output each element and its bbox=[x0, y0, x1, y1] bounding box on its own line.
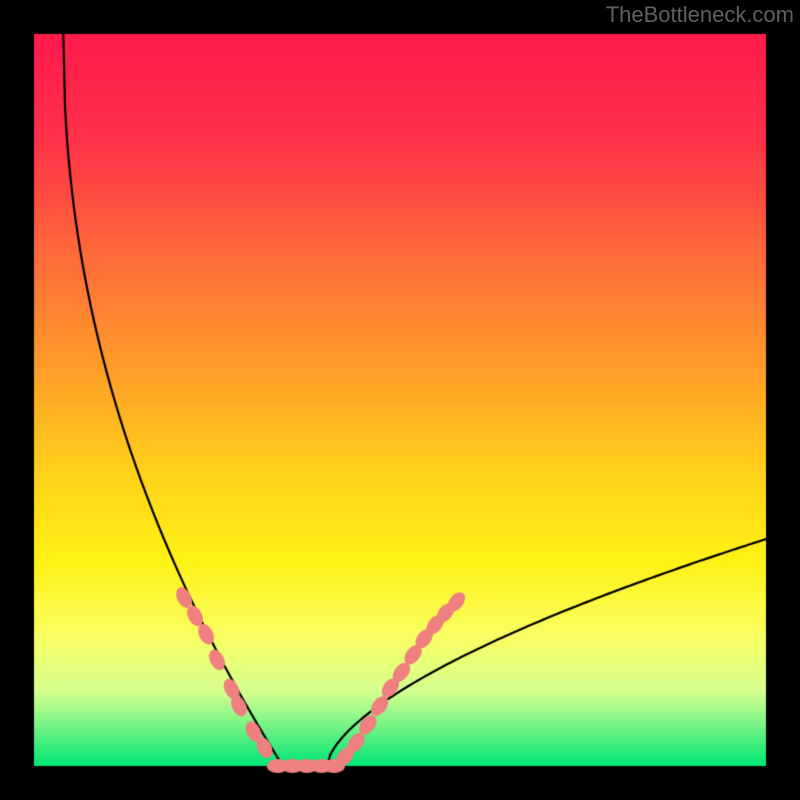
bottleneck-chart-canvas bbox=[0, 0, 800, 800]
attribution-text: TheBottleneck.com bbox=[606, 2, 794, 28]
